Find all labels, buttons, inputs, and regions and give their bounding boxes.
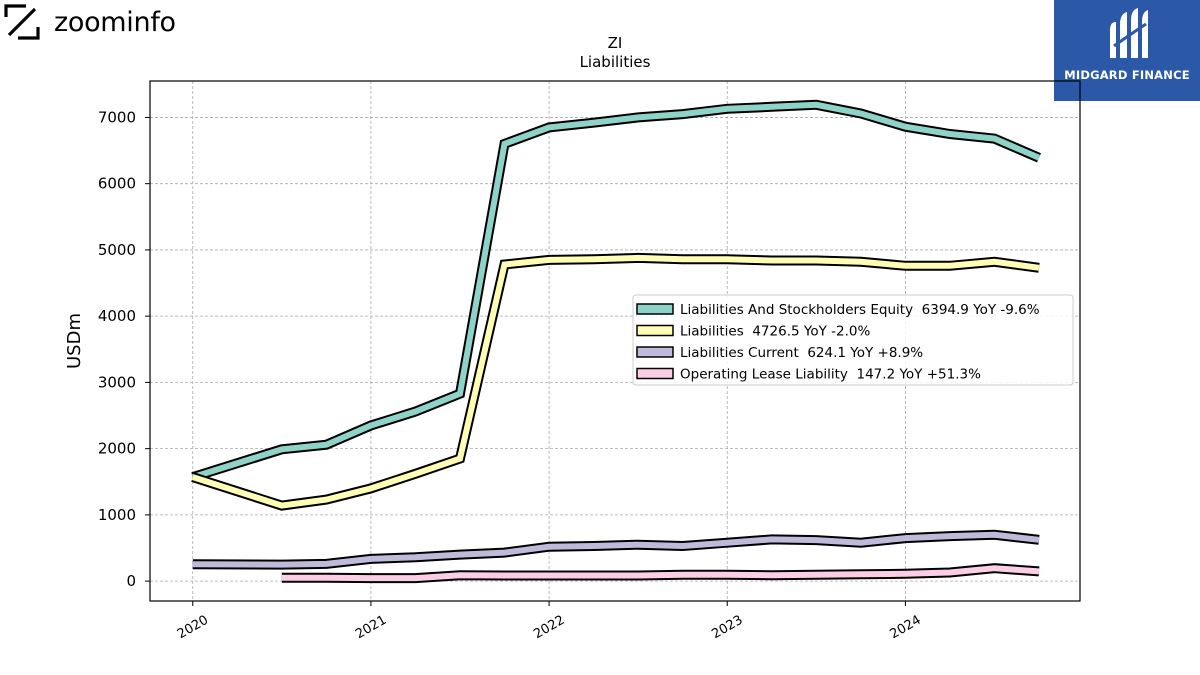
series-line-outline-0 bbox=[191, 99, 1041, 482]
y-ticks: 0 1000 2000 3000 4000 5000 6000 7000 bbox=[98, 108, 150, 590]
midgard-finance-badge: MIDGARD FINANCE bbox=[1054, 0, 1200, 101]
legend-swatch-2 bbox=[636, 346, 674, 358]
series-line-2 bbox=[192, 531, 1040, 568]
legend-label-3: Operating Lease Liability 147.2 YoY +51.… bbox=[680, 367, 981, 383]
badge-name: MIDGARD FINANCE bbox=[1064, 68, 1190, 82]
y-tick-label: 1000 bbox=[98, 506, 136, 524]
y-tick-label: 6000 bbox=[98, 175, 136, 193]
zoominfo-z-icon bbox=[4, 4, 40, 40]
y-tick-label: 5000 bbox=[98, 241, 136, 259]
plot-frame bbox=[149, 80, 1081, 602]
legend-swatch-0 bbox=[636, 303, 674, 315]
series-line-1 bbox=[191, 254, 1040, 509]
series-line-0 bbox=[191, 101, 1041, 480]
legend-swatch-1 bbox=[636, 324, 674, 337]
chart-title: ZI bbox=[608, 34, 623, 52]
y-tick-label: 0 bbox=[126, 572, 136, 590]
y-axis-label: USDm bbox=[64, 313, 85, 369]
x-tick-label: 2024 bbox=[888, 613, 924, 643]
series-lines bbox=[191, 99, 1041, 584]
legend-label-1: Liabilities 4726.5 YoY -2.0% bbox=[680, 324, 870, 340]
midgard-m-icon bbox=[1110, 8, 1148, 58]
zoominfo-logo: zoominfo bbox=[4, 2, 176, 42]
legend-label-2: Liabilities Current 624.1 YoY +8.9% bbox=[680, 345, 923, 361]
legend: Liabilities And Stockholders Equity 6394… bbox=[632, 294, 1074, 386]
y-tick-label: 7000 bbox=[98, 108, 136, 126]
legend-label-0: Liabilities And Stockholders Equity 6394… bbox=[680, 302, 1040, 318]
series-line-3 bbox=[281, 565, 1040, 582]
x-tick-label: 2022 bbox=[531, 613, 567, 643]
y-tick-label: 3000 bbox=[98, 373, 136, 391]
legend-swatch-3 bbox=[636, 367, 674, 380]
y-tick-label: 4000 bbox=[98, 307, 136, 325]
x-tick-label: 2023 bbox=[709, 613, 745, 643]
legend-box bbox=[632, 294, 1074, 386]
y-tick-label: 2000 bbox=[98, 440, 136, 458]
x-tick-label: 2021 bbox=[353, 613, 389, 643]
x-tick-label: 2020 bbox=[175, 613, 211, 643]
chart-subtitle: Liabilities bbox=[580, 53, 651, 71]
x-ticks: 2020 2021 2022 2023 2024 bbox=[175, 601, 924, 642]
brand-name: zoominfo bbox=[54, 6, 176, 38]
